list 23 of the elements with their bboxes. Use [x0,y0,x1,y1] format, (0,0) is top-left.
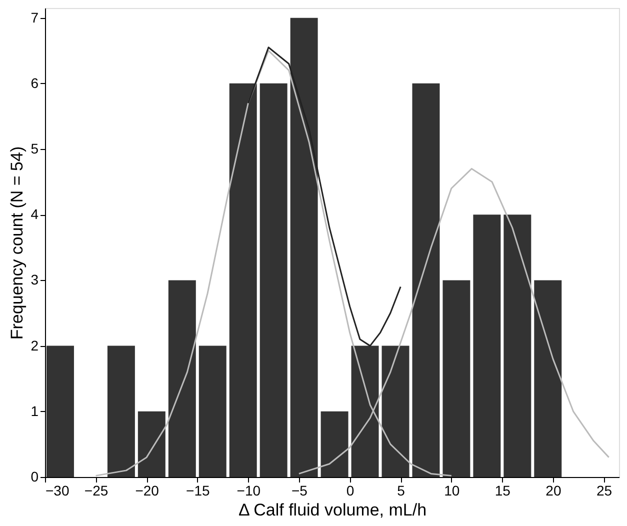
x-axis-title: Δ Calf fluid volume, mL/h [238,500,427,520]
x-tick-label: 25 [596,482,612,498]
x-tick-label: −10 [236,482,261,498]
x-tick-label: −20 [135,482,160,498]
x-tick-label: 15 [494,482,511,498]
x-tick-label: 5 [397,482,406,498]
y-tick-label: 4 [30,206,39,222]
y-tick-label: 7 [30,9,39,26]
y-tick-label: 1 [30,402,39,419]
y-tick-label: 0 [30,468,39,484]
x-tick-label: −5 [292,482,308,498]
line-series [247,46,402,347]
y-tick-label: 5 [30,140,39,157]
y-tick-label: 2 [30,337,39,354]
x-tick-label: 10 [444,482,460,498]
x-tick-label: −25 [84,482,108,498]
y-tick-label: 3 [30,272,39,288]
x-tick-label: −15 [186,482,210,498]
x-tick-label: 20 [546,482,562,498]
y-tick-label: 6 [30,74,39,91]
x-tick-label: −30 [46,482,70,498]
x-tick-label: 0 [346,482,354,498]
y-axis-title: Frequency count (N = 54) [8,146,27,340]
